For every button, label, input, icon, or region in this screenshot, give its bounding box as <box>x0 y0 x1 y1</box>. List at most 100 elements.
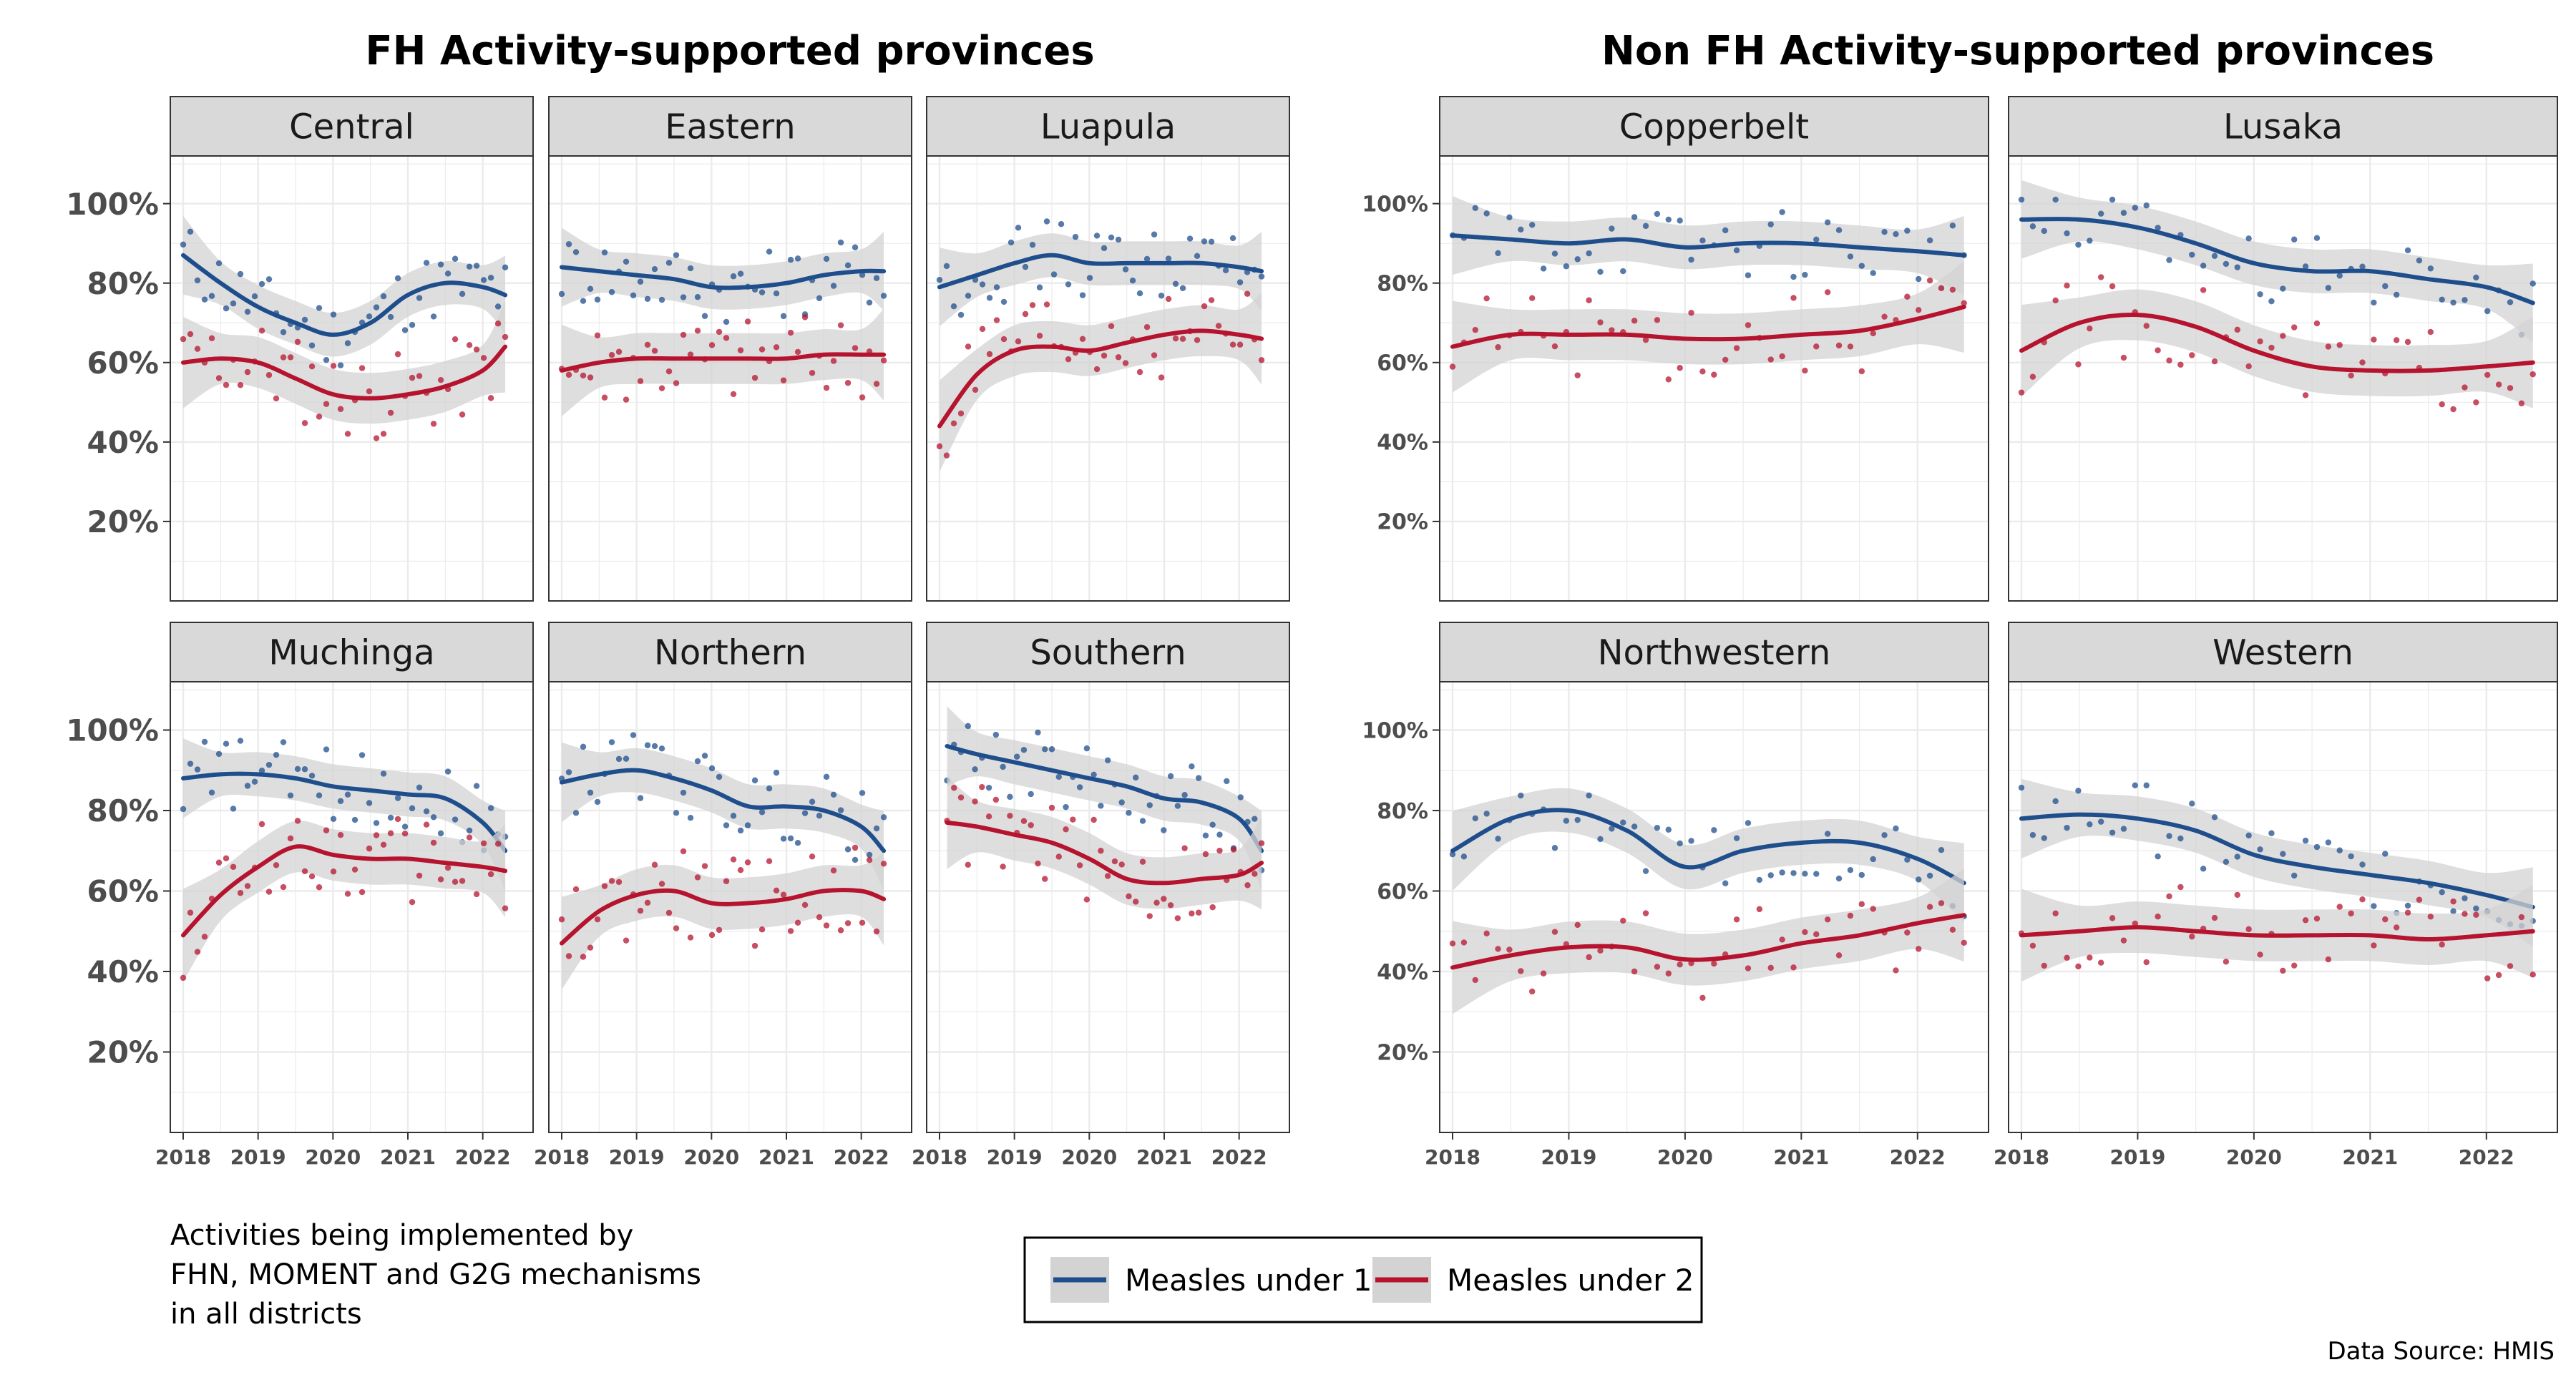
data-point <box>1229 341 1236 348</box>
data-point <box>873 928 880 935</box>
data-point <box>466 834 473 841</box>
data-point <box>2439 889 2445 896</box>
data-point <box>2052 297 2059 304</box>
data-point <box>673 252 680 258</box>
data-point <box>873 381 880 387</box>
data-point <box>444 864 452 871</box>
data-point <box>623 755 630 762</box>
data-point <box>993 284 1000 290</box>
data-point <box>409 374 416 381</box>
data-point <box>330 363 337 369</box>
data-point <box>1677 961 1683 968</box>
data-point <box>2087 238 2093 244</box>
data-point <box>644 742 651 748</box>
data-point <box>2393 291 2400 298</box>
data-point <box>194 766 201 773</box>
trend-line-under-1 <box>937 253 1264 290</box>
confidence-band <box>2021 885 2533 982</box>
data-point <box>2166 257 2172 263</box>
y-tick-label: 80% <box>87 793 159 828</box>
data-point <box>2495 971 2502 979</box>
data-point <box>380 841 387 848</box>
y-tick-label: 40% <box>1377 431 1428 456</box>
data-point <box>316 413 323 420</box>
data-point <box>2348 910 2354 917</box>
data-point <box>1551 250 1558 257</box>
data-point <box>936 443 943 450</box>
data-point <box>837 239 844 246</box>
data-point <box>1091 816 1097 823</box>
data-point <box>816 295 823 302</box>
data-point <box>194 346 201 352</box>
data-point <box>651 348 658 354</box>
strip-label: Southern <box>1030 633 1186 673</box>
data-point <box>1104 873 1111 879</box>
data-point <box>2382 851 2389 857</box>
data-point <box>230 863 237 870</box>
data-point <box>1563 818 1570 824</box>
data-point <box>1222 267 1229 274</box>
data-point <box>1208 238 1215 245</box>
panel-central: Central 20% 40% 60% 80% 100% <box>66 96 534 602</box>
trend-line-under-1 <box>945 744 1264 853</box>
data-point <box>2189 933 2195 940</box>
data-point <box>1104 757 1111 763</box>
data-point <box>2302 837 2309 844</box>
x-tick-label: 2021 <box>758 1145 814 1169</box>
data-point <box>251 293 258 300</box>
panel-eastern: Eastern <box>548 96 912 602</box>
data-point <box>1642 910 1649 916</box>
data-point <box>1195 909 1202 916</box>
data-point <box>2155 347 2161 353</box>
data-point <box>423 260 430 266</box>
data-point <box>287 792 294 799</box>
data-point <box>1642 222 1649 230</box>
data-point <box>744 318 751 325</box>
data-point <box>2120 937 2127 944</box>
data-point <box>837 807 844 813</box>
data-point <box>1036 333 1043 339</box>
y-tick-label: 40% <box>1377 960 1428 985</box>
data-point <box>230 300 237 307</box>
data-point <box>1093 366 1101 373</box>
data-point <box>1779 936 1785 943</box>
data-point <box>1824 289 1831 295</box>
data-point <box>1174 915 1181 921</box>
data-point <box>1179 336 1186 342</box>
data-point <box>308 873 316 880</box>
trend-line-under-1 <box>181 771 508 853</box>
data-point <box>1790 964 1797 971</box>
data-point <box>852 244 859 250</box>
data-point <box>466 827 473 834</box>
y-tick-label: 60% <box>87 346 159 381</box>
data-point <box>2393 924 2400 931</box>
data-point <box>1065 356 1072 363</box>
trend-line-under-2 <box>1450 913 1966 970</box>
data-point <box>1767 964 1774 971</box>
data-point <box>1111 858 1118 865</box>
data-point <box>1506 214 1513 221</box>
data-point <box>2064 824 2070 831</box>
data-point <box>2427 265 2434 272</box>
data-point <box>323 746 330 753</box>
data-point <box>2348 853 2354 860</box>
data-point <box>1186 235 1194 242</box>
data-point <box>201 738 208 745</box>
data-point <box>366 845 373 852</box>
data-point <box>1597 268 1604 275</box>
data-point <box>1767 872 1774 878</box>
x-tick-label: 2020 <box>2226 1145 2282 1169</box>
data-point <box>265 372 273 378</box>
data-point <box>502 264 509 270</box>
data-point <box>1631 968 1638 975</box>
data-point <box>1916 275 1922 283</box>
data-point <box>316 884 323 891</box>
data-point <box>730 813 737 819</box>
data-point <box>1172 280 1179 288</box>
data-point <box>716 328 723 336</box>
data-point <box>2109 283 2116 290</box>
data-point <box>1881 228 1888 235</box>
data-point <box>859 394 866 401</box>
data-point <box>2223 260 2230 268</box>
data-point <box>1055 773 1062 780</box>
